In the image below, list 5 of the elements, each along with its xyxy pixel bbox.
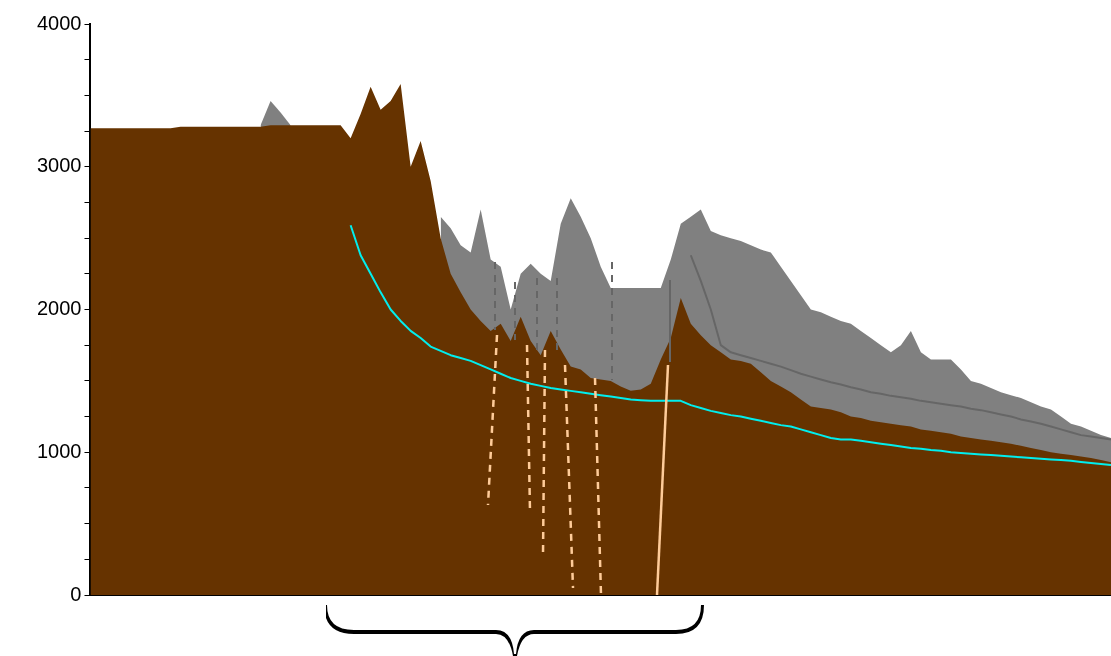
y-tick-label: 1000	[36, 439, 82, 462]
y-tick-label: 0	[70, 582, 82, 605]
y-tick-label: 2000	[36, 297, 82, 320]
y-tick-label: 3000	[36, 154, 82, 177]
y-tick-label: 4000	[36, 11, 82, 34]
